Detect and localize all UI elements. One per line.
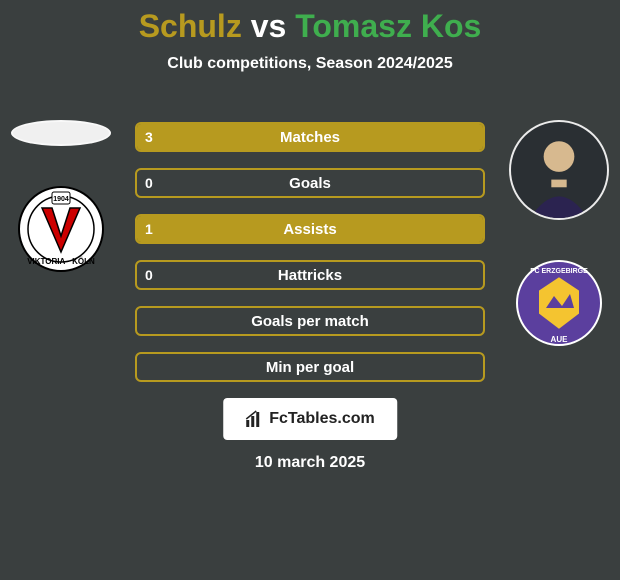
brand-badge[interactable]: FcTables.com bbox=[223, 398, 397, 440]
stat-label: Matches bbox=[280, 129, 340, 146]
svg-text:AUE: AUE bbox=[551, 335, 569, 344]
stat-label: Goals bbox=[289, 175, 331, 192]
title-player2: Tomasz Kos bbox=[295, 8, 481, 44]
stat-row: 0 Hattricks bbox=[135, 260, 485, 290]
stat-label: Assists bbox=[283, 221, 336, 238]
page-title: Schulz vs Tomasz Kos bbox=[0, 0, 620, 45]
stat-value-p2 bbox=[467, 170, 483, 196]
brand-text: FcTables.com bbox=[269, 410, 375, 428]
left-column: 1904 VIKTORIA · KÖLN bbox=[6, 120, 116, 272]
player2-avatar bbox=[509, 120, 609, 220]
subtitle: Club competitions, Season 2024/2025 bbox=[0, 55, 620, 73]
stat-value-p1: 0 bbox=[137, 262, 161, 288]
svg-text:VIKTORIA · KÖLN: VIKTORIA · KÖLN bbox=[27, 257, 95, 266]
player1-club-badge: 1904 VIKTORIA · KÖLN bbox=[18, 186, 104, 272]
title-vs: vs bbox=[251, 8, 287, 44]
player2-club-badge: FC ERZGEBIRGE AUE bbox=[516, 260, 602, 346]
viktoria-koln-logo: 1904 VIKTORIA · KÖLN bbox=[18, 186, 104, 272]
stat-value-p1: 0 bbox=[137, 170, 161, 196]
erzgebirge-aue-logo: FC ERZGEBIRGE AUE bbox=[516, 260, 602, 346]
stat-value-p1: 1 bbox=[137, 216, 161, 242]
stat-value-p2 bbox=[467, 124, 483, 150]
stat-value-p2 bbox=[467, 216, 483, 242]
player2-avatar-placeholder bbox=[511, 120, 607, 220]
stat-label: Hattricks bbox=[278, 267, 342, 284]
right-column: FC ERZGEBIRGE AUE bbox=[504, 120, 614, 346]
stat-label: Min per goal bbox=[266, 359, 354, 376]
svg-text:FC ERZGEBIRGE: FC ERZGEBIRGE bbox=[530, 268, 588, 275]
stat-row: Goals per match bbox=[135, 306, 485, 336]
stat-label: Goals per match bbox=[251, 313, 369, 330]
title-player1: Schulz bbox=[139, 8, 242, 44]
player1-avatar bbox=[11, 120, 111, 146]
stat-value-p2 bbox=[467, 262, 483, 288]
stat-value-p1: 3 bbox=[137, 124, 161, 150]
footer-date: 10 march 2025 bbox=[0, 454, 620, 472]
stat-bars: 3 Matches 0 Goals 1 Assists 0 Hattricks Goals pe… bbox=[135, 122, 485, 382]
stat-row: Min per goal bbox=[135, 352, 485, 382]
brand-icon bbox=[245, 410, 263, 428]
stat-row: 1 Assists bbox=[135, 214, 485, 244]
stat-value-p2 bbox=[467, 308, 483, 334]
stat-value-p1 bbox=[137, 354, 153, 380]
stat-row: 3 Matches bbox=[135, 122, 485, 152]
stat-row: 0 Goals bbox=[135, 168, 485, 198]
stat-value-p2 bbox=[467, 354, 483, 380]
stat-value-p1 bbox=[137, 308, 153, 334]
svg-text:1904: 1904 bbox=[53, 196, 69, 203]
comparison-card: Schulz vs Tomasz Kos Club competitions, … bbox=[0, 0, 620, 580]
